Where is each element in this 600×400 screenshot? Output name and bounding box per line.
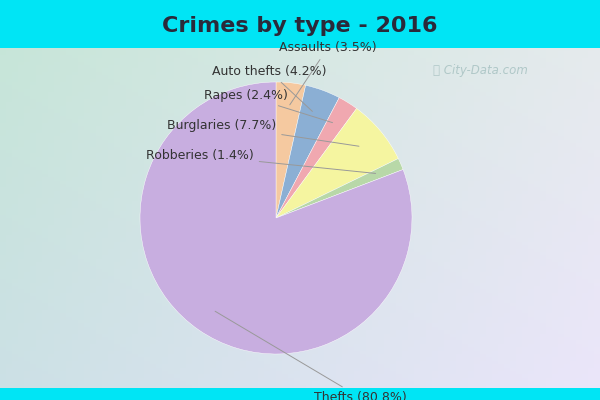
Text: Robberies (1.4%): Robberies (1.4%) [146, 149, 376, 174]
Wedge shape [276, 82, 305, 218]
Wedge shape [140, 82, 412, 354]
Text: ⓘ City-Data.com: ⓘ City-Data.com [433, 64, 527, 77]
Text: Crimes by type - 2016: Crimes by type - 2016 [162, 16, 438, 36]
Text: Burglaries (7.7%): Burglaries (7.7%) [167, 119, 359, 146]
Text: Assaults (3.5%): Assaults (3.5%) [279, 42, 376, 105]
Text: Thefts (80.8%): Thefts (80.8%) [215, 311, 407, 400]
Text: Auto thefts (4.2%): Auto thefts (4.2%) [212, 65, 326, 112]
Wedge shape [276, 98, 356, 218]
Wedge shape [276, 158, 403, 218]
Wedge shape [276, 108, 398, 218]
Text: Rapes (2.4%): Rapes (2.4%) [204, 89, 332, 123]
Wedge shape [276, 85, 339, 218]
